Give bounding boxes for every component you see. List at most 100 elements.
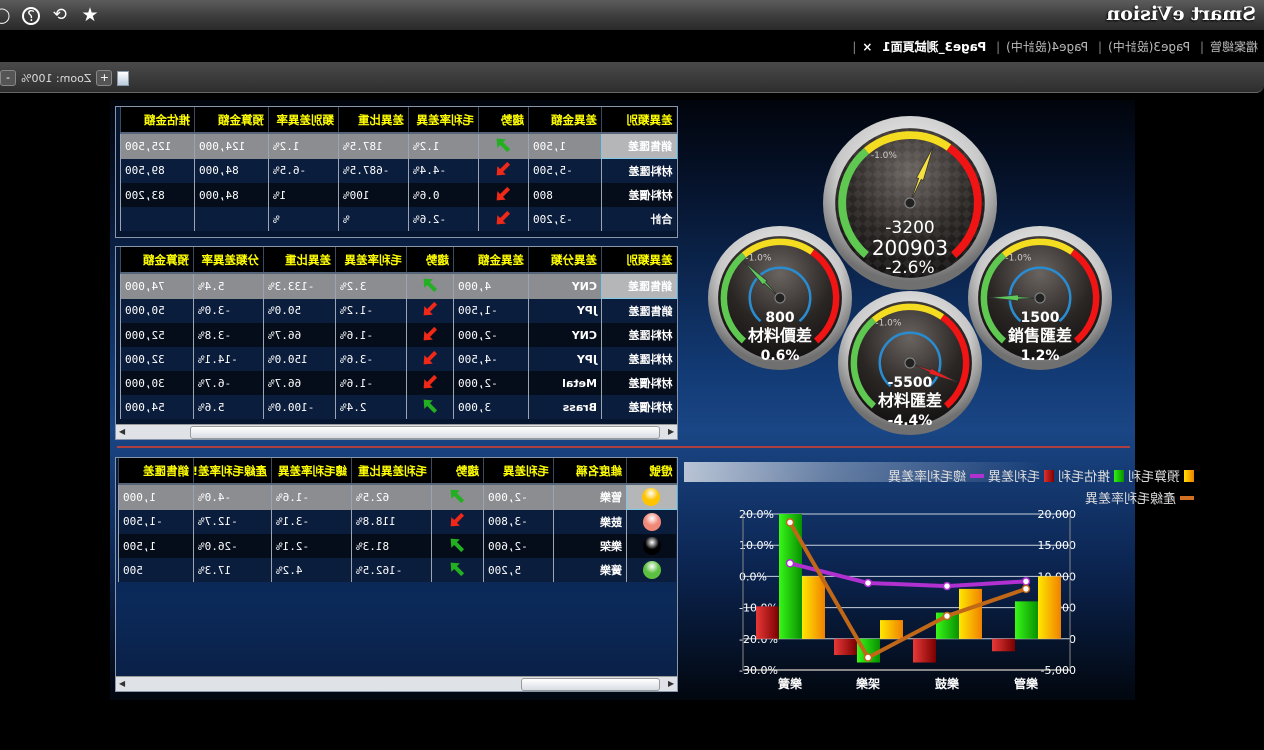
horizontal-scrollbar[interactable]: ◀ ▶ (116, 424, 677, 439)
line-point[interactable] (942, 581, 952, 591)
table-row[interactable]: 銷售匯差 JPY -1,500 -1.2% 50.0% -3.0% 50,000 (120, 298, 677, 323)
horizontal-scrollbar[interactable]: ◀ ▶ (116, 676, 677, 691)
gauge-percent: -4.4% (888, 413, 933, 429)
bar-預算毛利[interactable] (802, 576, 825, 639)
column-header[interactable]: 產線毛利率差! (193, 458, 272, 484)
column-header[interactable]: 差異比重 (338, 107, 409, 133)
tab-page3-design[interactable]: Page3(設計中) (1108, 40, 1191, 54)
line-point[interactable] (942, 611, 952, 621)
column-header[interactable]: 差異金額 (528, 107, 602, 133)
table-row[interactable]: 銷售匯差 CNY 4,000 3.2% -133.3% 5.4% 74,000 (120, 273, 677, 299)
column-header[interactable]: 差異分類 (528, 247, 602, 273)
tab-page3-test[interactable]: Page3_測試頁面1 (882, 40, 987, 54)
column-header[interactable]: 維度名稱 (553, 458, 627, 484)
table-cell: -1.6% (335, 323, 407, 347)
left-axis-tick: 15,000 (1038, 539, 1077, 552)
table-cell: 84,000 (194, 158, 269, 183)
column-header[interactable]: 預算金額 (194, 107, 269, 133)
margin-chart: 20,00020.0%15,00010.0%10,0000.0%5,000-10… (739, 508, 1077, 691)
zoom-in-button[interactable]: + (96, 70, 113, 86)
line-point[interactable] (1021, 584, 1031, 594)
table-cell: 100% (338, 183, 409, 207)
column-header[interactable]: 毛利率差異 (408, 107, 479, 133)
column-header[interactable]: 毛利差異 (483, 458, 554, 484)
table-row[interactable]: 樂架 -2,600 81.3% -2.1% -26.0% 1,500 (118, 534, 677, 558)
star-icon[interactable]: ★ (81, 4, 99, 26)
scroll-right-icon[interactable]: ▶ (118, 427, 126, 436)
bar-毛利差異[interactable] (992, 638, 1015, 652)
trend-cell (406, 323, 454, 347)
column-header[interactable]: 分類差異率 (193, 247, 264, 273)
table-row[interactable]: 管樂 -2,000 62.5% -1.6% -4.0% 1,000 (118, 484, 677, 510)
table-row[interactable]: 材料匯差 -5,500 -4.4% -687.5% -6.5% 84,000 89,500 (120, 158, 677, 183)
table-row[interactable]: 簧樂 5,200 -162.5% 4.2% 17.3% 500 (118, 558, 677, 582)
column-header[interactable]: 趨勢 (431, 458, 484, 484)
tab-file-explorer[interactable]: 檔案總管 (1209, 40, 1258, 54)
column-header[interactable]: 燈號 (626, 458, 677, 484)
table-cell: 簧樂 (553, 558, 627, 582)
right-axis-tick: 20.0% (739, 508, 774, 521)
column-header[interactable]: 差異類別 (601, 247, 677, 273)
column-header[interactable]: 銷售匯差 (118, 458, 194, 484)
table-cell: 1,500 (528, 133, 602, 159)
bar-預算毛利[interactable] (959, 588, 982, 639)
bar-預算毛利[interactable] (880, 620, 903, 639)
power-icon[interactable]: ◯ (0, 5, 12, 25)
table-row[interactable]: 鼓樂 -3,800 118.8% -3.1% -12.7% -1,500 (118, 509, 677, 534)
column-header[interactable]: 趨勢 (406, 247, 454, 273)
line-point[interactable] (1021, 577, 1031, 586)
table-row[interactable]: 材料匯差 CNY -2,000 -1.6% 66.7% -3.8% 52,000 (120, 323, 677, 347)
zoom-out-button[interactable]: - (0, 70, 16, 86)
bar-毛利差異[interactable] (756, 606, 779, 639)
gauge-label: 材料匯差 (878, 391, 942, 410)
table-row[interactable]: 材料匯差 JPY -4,500 -3.6% 150.0% -14.1% 32,000 (120, 347, 677, 371)
column-header[interactable]: 毛利率差異 (335, 247, 407, 273)
column-header[interactable]: 差異類別 (601, 107, 677, 133)
column-header[interactable]: 預算金額 (120, 247, 194, 273)
table-row[interactable]: 材料價差 Metal -2,000 -1.6% 66.7% -6.7% 30,000 (120, 371, 677, 395)
table-cell: 1.2% (408, 133, 479, 159)
column-header[interactable]: 類別差異率 (268, 107, 339, 133)
trend-cell (431, 558, 484, 582)
bar-預算毛利[interactable] (1038, 576, 1061, 639)
gauge-green-zone (838, 148, 869, 258)
table-row[interactable]: 材料價差 Brass 3,000 2.4% -100.0% 5.6% 54,000 (120, 395, 677, 419)
table-cell: -3.6% (335, 347, 407, 371)
status-light (626, 484, 677, 510)
tab-page4-design[interactable]: Page4(設計中) (1006, 40, 1089, 54)
gauge-yellow-zone (871, 303, 945, 323)
table-cell: -12.7% (193, 509, 272, 534)
bar-毛利差異[interactable] (834, 638, 857, 656)
scroll-right-icon[interactable]: ▶ (118, 679, 126, 688)
table-cell: 3.2% (335, 273, 407, 299)
line-point[interactable] (863, 578, 873, 588)
column-header[interactable]: 毛利差異比重 (351, 458, 432, 484)
column-header[interactable]: 總毛利率差異 (271, 458, 352, 484)
refresh-icon[interactable]: ⟳ (52, 5, 68, 25)
column-header[interactable]: 差異比重 (263, 247, 336, 273)
line-point[interactable] (785, 559, 795, 568)
table-cell: CNY (528, 323, 602, 347)
table-row[interactable]: 合計 -3,200 -2.6%%% (120, 207, 677, 231)
table-cell: 50.0% (263, 298, 336, 323)
table-row[interactable]: 材料價差 800 0.6% 100% 1% 84,000 83,200 (120, 183, 677, 207)
column-header[interactable]: 推估金額 (120, 107, 195, 133)
scrollbar-thumb[interactable] (521, 678, 660, 691)
line-point[interactable] (863, 653, 873, 662)
column-header[interactable]: 趨勢 (478, 107, 529, 133)
table-cell (120, 207, 195, 231)
scrollbar-thumb[interactable] (190, 426, 660, 439)
line-point[interactable] (785, 518, 795, 527)
table-cell: 1% (268, 183, 339, 207)
tab-bar: 檔案總管| Page3(設計中)| Page4(設計中)| Page3_測試頁面… (0, 30, 1264, 62)
table-row[interactable]: 銷售匯差 1,500 1.2% 187.5% 1.2% 124,000 125,500 (120, 133, 677, 159)
tab-close-icon[interactable]: × (862, 40, 873, 54)
help-icon[interactable]: ? (22, 7, 40, 25)
bar-推估毛利[interactable] (779, 514, 802, 639)
column-header[interactable]: 差異金額 (453, 247, 529, 273)
scroll-left-icon[interactable]: ◀ (667, 427, 675, 436)
bar-推估毛利[interactable] (1015, 601, 1038, 639)
bar-毛利差異[interactable] (913, 638, 936, 663)
page-icon[interactable] (117, 70, 130, 86)
